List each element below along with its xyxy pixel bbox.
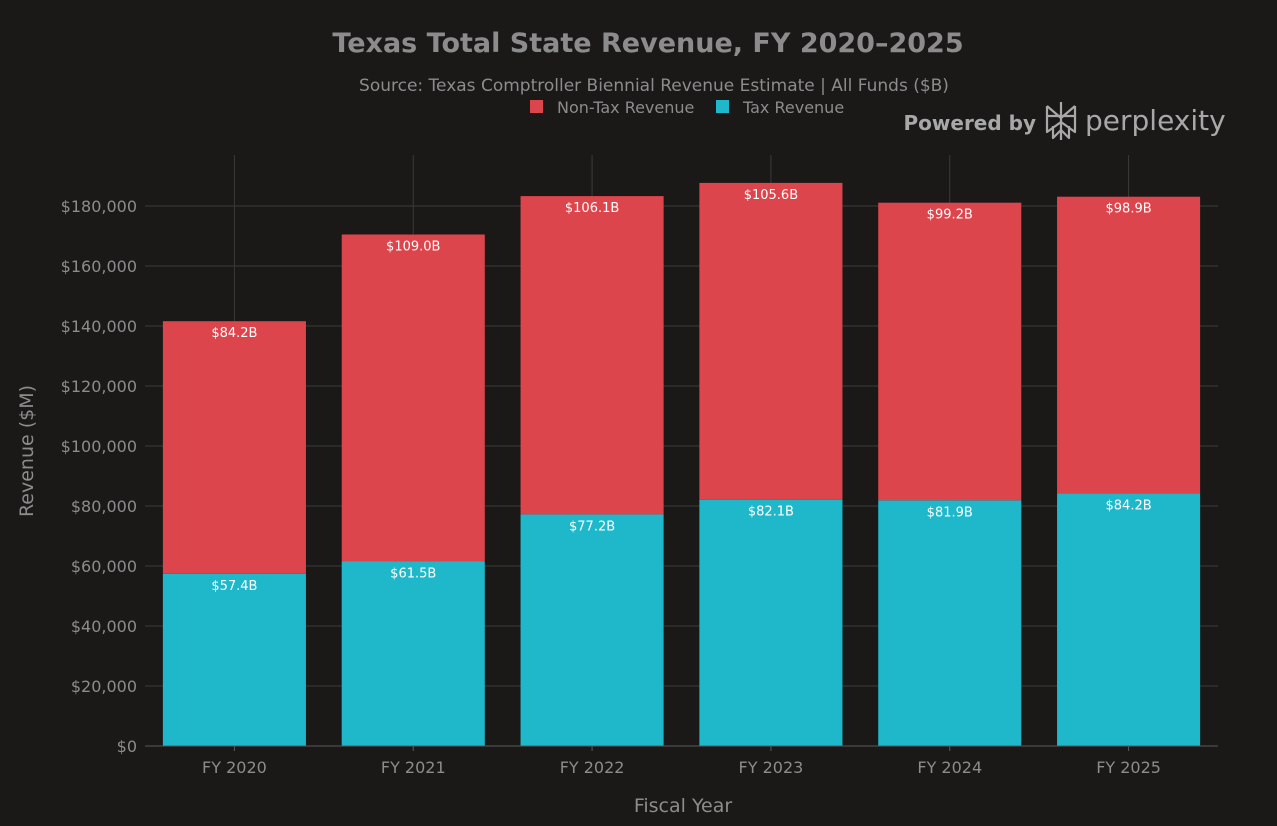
legend-swatch: [716, 100, 729, 113]
y-axis: $0 $20,000 $40,000 $60,000 $80,000 $100,000 $1…: [61, 197, 137, 756]
x-tick-label: FY 2024: [917, 758, 982, 777]
y-tick-label: $100,000: [61, 437, 137, 456]
bar-tax-revenue: [162, 573, 306, 746]
bar-non-tax-revenue: [520, 196, 664, 515]
y-tick-label: $120,000: [61, 377, 137, 396]
powered-by-label: Powered by: [904, 111, 1037, 135]
y-tick-label: $20,000: [71, 677, 137, 696]
powered-by-branding: Powered by perplexity: [904, 102, 1226, 140]
bar-label-non-tax-revenue: $109.0B: [386, 240, 440, 255]
bar-label-non-tax-revenue: $84.2B: [211, 326, 257, 341]
y-tick-label: $40,000: [71, 617, 137, 636]
bar-label-tax-revenue: $84.2B: [1106, 498, 1152, 513]
y-tick-label: $140,000: [61, 317, 137, 336]
x-tick-label: FY 2020: [202, 758, 267, 777]
x-axis-title: Fiscal Year: [634, 795, 733, 817]
bar-label-tax-revenue: $57.4B: [211, 579, 257, 594]
y-axis-title: Revenue ($M): [16, 385, 38, 517]
y-tick-label: $60,000: [71, 557, 137, 576]
perplexity-logo-icon: [1045, 102, 1077, 140]
y-tick-label: $180,000: [61, 197, 137, 216]
bar-tax-revenue: [699, 499, 843, 746]
legend-label: Non-Tax Revenue: [557, 98, 694, 117]
legend: Non-Tax Revenue Tax Revenue: [530, 98, 844, 117]
x-tick-label: FY 2021: [381, 758, 446, 777]
bar-tax-revenue: [1057, 493, 1201, 746]
perplexity-wordmark: perplexity: [1085, 104, 1226, 137]
bar-non-tax-revenue: [1057, 196, 1201, 494]
chart-title: Texas Total State Revenue, FY 2020–2025: [332, 28, 963, 59]
x-tick-label: FY 2025: [1096, 758, 1161, 777]
x-axis: FY 2020 FY 2021 FY 2022 FY 2023 FY 2024 FY 20…: [145, 745, 1218, 777]
bar-label-non-tax-revenue: $105.6B: [744, 188, 798, 203]
x-tick-label: FY 2022: [560, 758, 625, 777]
bar-non-tax-revenue: [699, 182, 843, 500]
legend-label: Tax Revenue: [742, 98, 844, 117]
bar-label-tax-revenue: $81.9B: [927, 505, 973, 520]
chart-subtitle: Source: Texas Comptroller Biennial Reven…: [359, 76, 949, 96]
bar-label-tax-revenue: $77.2B: [569, 519, 615, 534]
y-tick-label: $160,000: [61, 257, 137, 276]
bar-tax-revenue: [520, 514, 664, 746]
bar-label-tax-revenue: $61.5B: [390, 567, 436, 582]
bar-non-tax-revenue: [162, 321, 306, 574]
bar-non-tax-revenue: [341, 234, 485, 562]
bar-non-tax-revenue: [878, 202, 1022, 501]
x-tick-label: FY 2023: [739, 758, 804, 777]
bar-tax-revenue: [341, 561, 485, 746]
bar-label-tax-revenue: $82.1B: [748, 505, 794, 520]
legend-swatch: [530, 100, 543, 113]
bar-label-non-tax-revenue: $99.2B: [927, 208, 973, 223]
bar-label-non-tax-revenue: $106.1B: [565, 201, 619, 216]
bar-tax-revenue: [878, 500, 1022, 746]
bars: $57.4B $84.2B $61.5B $109.0B $77.2B $106.1B $8…: [162, 182, 1201, 746]
y-tick-label: $80,000: [71, 497, 137, 516]
y-tick-label: $0: [117, 737, 137, 756]
bar-label-non-tax-revenue: $98.9B: [1106, 202, 1152, 217]
